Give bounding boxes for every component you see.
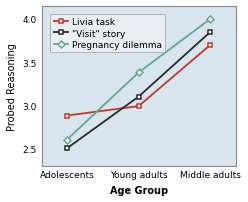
Livia task (209, 44, 212, 47)
Pregnancy dilemma (137, 72, 140, 74)
Livia task (137, 105, 140, 108)
Legend: Livia task, "Visit" story, Pregnancy dilemma: Livia task, "Visit" story, Pregnancy dil… (50, 15, 165, 53)
"Visit" story (209, 32, 212, 34)
Pregnancy dilemma (209, 19, 212, 21)
Pregnancy dilemma (65, 139, 68, 141)
Line: Pregnancy dilemma: Pregnancy dilemma (64, 17, 213, 142)
Livia task (65, 115, 68, 117)
Line: Livia task: Livia task (64, 43, 213, 118)
"Visit" story (65, 147, 68, 150)
X-axis label: Age Group: Age Group (110, 185, 168, 195)
Line: "Visit" story: "Visit" story (64, 30, 213, 151)
"Visit" story (137, 96, 140, 98)
Y-axis label: Probed Reasoning: Probed Reasoning (7, 43, 17, 130)
